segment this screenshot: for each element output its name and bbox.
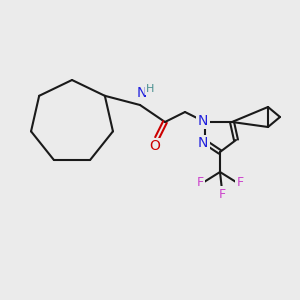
Text: O: O bbox=[150, 139, 160, 153]
Text: N: N bbox=[198, 136, 208, 150]
Text: N: N bbox=[198, 114, 208, 128]
Text: N: N bbox=[137, 86, 147, 100]
Text: F: F bbox=[236, 176, 244, 188]
Text: F: F bbox=[218, 188, 226, 200]
Text: H: H bbox=[146, 84, 154, 94]
Text: F: F bbox=[196, 176, 204, 188]
